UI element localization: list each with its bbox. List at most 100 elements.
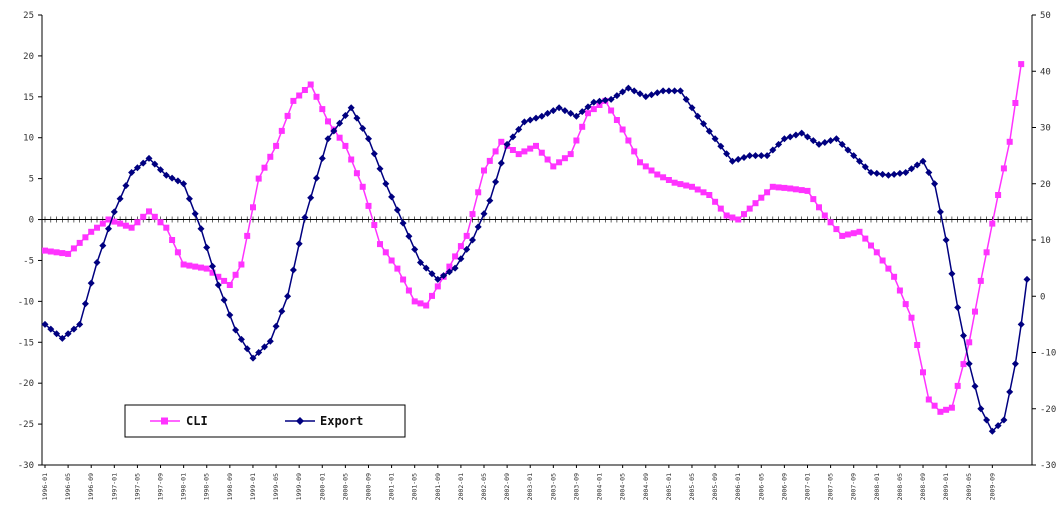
data-point-cli — [203, 265, 210, 272]
data-point-export — [792, 131, 800, 139]
data-point-export — [503, 140, 511, 148]
data-point-export — [775, 140, 783, 148]
data-point-export — [157, 166, 164, 174]
data-point-export — [873, 169, 881, 177]
data-point-cli — [492, 148, 499, 155]
data-point-cli — [250, 204, 256, 211]
data-point-export — [682, 95, 690, 103]
data-point-export — [1000, 416, 1008, 424]
data-point-cli — [226, 282, 233, 288]
data-point-export — [561, 107, 569, 115]
data-point-cli — [509, 147, 516, 153]
data-point-export — [330, 127, 338, 135]
data-point-cli — [948, 404, 955, 411]
x-tick-label: 2006-01 — [734, 473, 742, 500]
data-point-cli — [694, 186, 701, 193]
x-tick-label: 2002-09 — [503, 473, 511, 500]
left-y-axis: 25 20 15 10 5 0 -5 -10 -15 -20 -25 -30 — [18, 11, 42, 471]
data-point-cli — [140, 213, 147, 220]
data-point-export — [399, 219, 407, 227]
data-point-cli — [567, 151, 574, 158]
data-point-export — [896, 169, 904, 177]
data-point-export — [185, 195, 193, 203]
x-tick-label: 2000-05 — [341, 473, 349, 500]
data-point-cli — [573, 137, 580, 144]
data-point-cli — [486, 157, 493, 164]
data-point-cli — [654, 171, 661, 178]
x-tick-label: 2003-05 — [549, 473, 557, 500]
data-point-cli — [151, 213, 158, 220]
data-point-export — [341, 112, 349, 119]
data-point-export — [1006, 388, 1014, 396]
data-point-export — [289, 266, 297, 274]
data-point-cli — [498, 138, 505, 145]
data-point-export — [827, 137, 835, 145]
data-point-cli — [752, 200, 759, 207]
data-point-export — [515, 125, 523, 133]
data-point-export — [440, 272, 448, 280]
data-point-export — [116, 195, 124, 203]
data-point-export — [844, 146, 852, 154]
legend-label-export: Export — [320, 414, 363, 428]
data-point-cli — [954, 382, 961, 389]
x-tick-label: 2008-09 — [919, 473, 927, 500]
data-point-export — [780, 135, 788, 143]
data-point-export — [232, 326, 240, 334]
data-point-export — [168, 174, 176, 182]
x-tick-label: 2005-05 — [688, 473, 696, 500]
right-y-axis: 50 40 30 20 10 0 -10 -20 -30 — [1032, 11, 1056, 471]
data-point-cli — [405, 287, 412, 294]
legend-item-export: Export — [285, 414, 363, 428]
data-point-cli — [868, 242, 874, 249]
data-point-cli — [585, 110, 591, 117]
data-point-export — [757, 152, 765, 160]
data-point-export — [1017, 320, 1025, 328]
x-tick-label: 2004-09 — [642, 473, 650, 500]
data-point-export — [463, 245, 471, 253]
data-point-cli — [128, 224, 135, 231]
data-point-cli — [810, 196, 817, 203]
data-point-export — [307, 194, 315, 202]
data-point-cli — [648, 167, 655, 174]
data-point-export — [856, 157, 863, 165]
data-point-cli — [781, 184, 788, 191]
data-point-export — [728, 157, 736, 165]
data-point-cli — [157, 219, 164, 226]
data-point-cli — [475, 189, 482, 196]
data-point-export — [746, 152, 754, 160]
data-point-cli — [683, 182, 690, 189]
data-point-cli — [290, 97, 297, 104]
data-point-cli — [631, 148, 638, 155]
data-point-cli — [267, 153, 274, 160]
data-point-cli — [342, 142, 349, 149]
data-point-export — [497, 159, 505, 167]
data-point-export — [64, 330, 72, 338]
data-point-cli — [313, 93, 320, 100]
data-point-cli — [1006, 138, 1013, 145]
data-point-cli — [457, 243, 464, 250]
data-point-export — [76, 320, 84, 328]
data-point-export — [220, 296, 228, 304]
right-tick-label: 50 — [1040, 11, 1051, 21]
data-point-export — [642, 93, 650, 101]
data-point-cli — [198, 264, 204, 271]
data-point-cli — [943, 406, 950, 413]
legend-box — [124, 404, 406, 438]
data-point-export — [555, 104, 563, 112]
data-point-export — [832, 135, 840, 143]
data-point-export — [457, 255, 465, 263]
x-tick-label: 1997-01 — [110, 473, 118, 500]
data-point-cli — [792, 186, 799, 193]
data-point-cli — [717, 205, 724, 212]
data-point-export — [284, 292, 292, 300]
left-tick-label: -20 — [18, 379, 34, 389]
data-point-export — [122, 182, 130, 190]
data-point-export — [671, 87, 679, 95]
data-point-export — [942, 236, 950, 244]
data-point-export — [538, 112, 546, 120]
data-point-export — [572, 112, 580, 120]
data-point-export — [324, 135, 332, 143]
data-point-cli — [521, 148, 528, 155]
data-point-export — [53, 330, 61, 338]
